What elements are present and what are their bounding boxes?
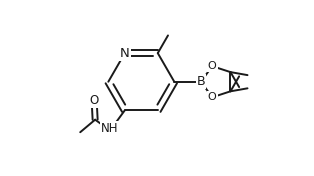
Text: N: N bbox=[120, 47, 130, 60]
Text: NH: NH bbox=[101, 122, 118, 135]
Text: O: O bbox=[208, 61, 217, 71]
Text: B: B bbox=[197, 75, 205, 88]
Text: O: O bbox=[89, 94, 99, 107]
Text: O: O bbox=[208, 92, 217, 102]
